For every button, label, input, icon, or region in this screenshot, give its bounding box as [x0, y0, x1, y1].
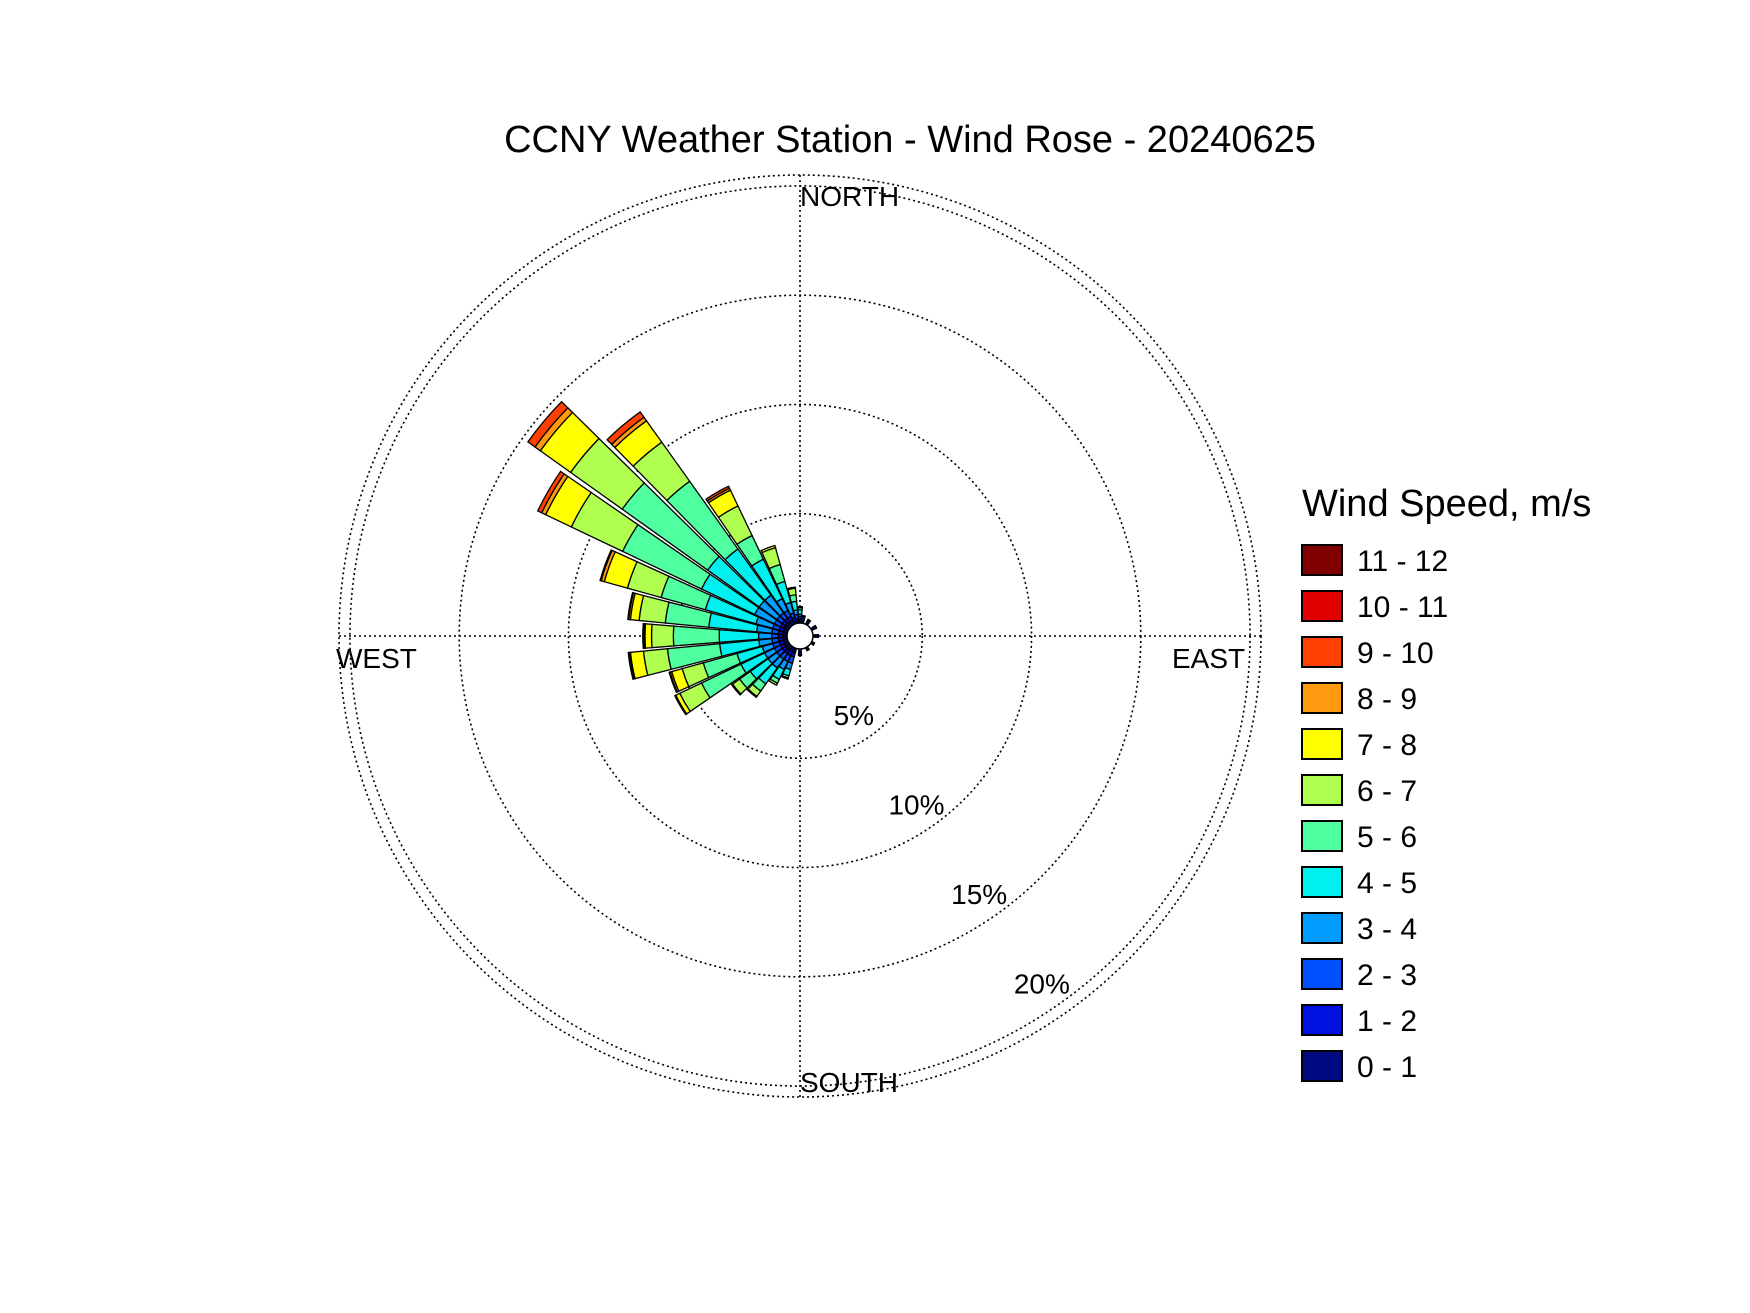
direction-label-north: NORTH	[800, 181, 899, 212]
radial-tick-label-20: 20%	[1014, 968, 1070, 999]
sector-230-bin-7	[730, 683, 742, 696]
direction-label-south: SOUTH	[800, 1067, 898, 1098]
sector-260-bin-6	[642, 648, 672, 677]
legend-label: 11 - 12	[1357, 545, 1448, 578]
legend-label: 4 - 5	[1357, 867, 1417, 900]
sector-30-bin-2	[806, 618, 812, 623]
legend-swatch	[1301, 1004, 1343, 1036]
legend-label: 2 - 3	[1357, 959, 1417, 992]
legend-swatch	[1301, 866, 1343, 898]
legend-label: 9 - 10	[1357, 637, 1434, 670]
direction-label-west: WEST	[336, 643, 417, 674]
legend-label: 1 - 2	[1357, 1005, 1417, 1038]
sector-270-bin-7	[644, 623, 653, 649]
sector-200-bin-6	[780, 674, 790, 680]
sector-300-bin-9	[536, 470, 566, 514]
legend-label: 0 - 1	[1357, 1051, 1417, 1084]
legend-swatch	[1301, 1050, 1343, 1082]
legend-swatch	[1301, 682, 1343, 714]
sector-220-bin-7	[746, 687, 758, 699]
radial-tick-label-15: 15%	[951, 879, 1007, 910]
legend-label: 6 - 7	[1357, 775, 1417, 808]
legend-label: 5 - 6	[1357, 821, 1417, 854]
legend-swatch	[1301, 820, 1343, 852]
sector-270-bin-5	[672, 625, 721, 647]
sector-320-bin-9	[606, 411, 645, 446]
sector-310-bin-9	[526, 400, 569, 448]
sector-0-bin-6	[796, 605, 804, 609]
legend-swatch	[1301, 912, 1343, 944]
wind-sectors	[526, 400, 820, 716]
radial-tick-label-10: 10%	[888, 789, 944, 820]
legend: 11 - 12 10 - 11 9 - 10 8 - 9 7 - 8 6 - 7 5 - 6…	[1301, 544, 1448, 1084]
legend-swatch	[1301, 728, 1343, 760]
sector-260-bin-9	[627, 651, 635, 680]
sector-330-bin-9	[705, 485, 731, 502]
calm-circle	[786, 622, 814, 650]
sector-120-bin-1	[811, 641, 816, 647]
legend-label: 8 - 9	[1357, 683, 1417, 716]
sector-250-bin-9	[668, 671, 679, 694]
sector-280-bin-9	[627, 591, 635, 621]
radial-tick-labels: 5% 10% 15% 20%	[834, 700, 1070, 1000]
legend-swatch	[1301, 774, 1343, 806]
grid-circle-5	[676, 512, 924, 760]
chart-title: CCNY Weather Station - Wind Rose - 20240…	[504, 119, 1316, 161]
calm-center	[786, 622, 814, 650]
sector-150-bin-1	[805, 647, 811, 652]
sector-210-bin-6	[768, 678, 779, 687]
sector-290-bin-9	[599, 549, 614, 582]
sector-270-bin-9	[642, 622, 645, 650]
sector-350-bin-7	[786, 586, 797, 591]
legend-title: Wind Speed, m/s	[1302, 483, 1591, 525]
sector-60-bin-2	[813, 624, 818, 630]
legend-label: 3 - 4	[1357, 913, 1417, 946]
sector-270-bin-6	[650, 623, 675, 649]
direction-label-east: EAST	[1172, 643, 1245, 674]
legend-swatch	[1301, 958, 1343, 990]
legend-swatch	[1301, 636, 1343, 668]
sector-240-bin-8	[673, 694, 688, 716]
sector-180-bin-2	[797, 653, 803, 657]
sector-340-bin-7	[760, 544, 777, 554]
legend-label: 7 - 8	[1357, 729, 1417, 762]
radial-tick-label-5: 5%	[834, 700, 874, 731]
grid-circle-10	[567, 403, 1033, 869]
legend-swatch	[1301, 544, 1343, 576]
sector-10-bin-3	[801, 614, 806, 618]
legend-swatch	[1301, 590, 1343, 622]
sector-90-bin-2	[816, 633, 820, 639]
legend-label: 10 - 11	[1357, 591, 1448, 624]
sector-280-bin-6	[638, 594, 670, 624]
